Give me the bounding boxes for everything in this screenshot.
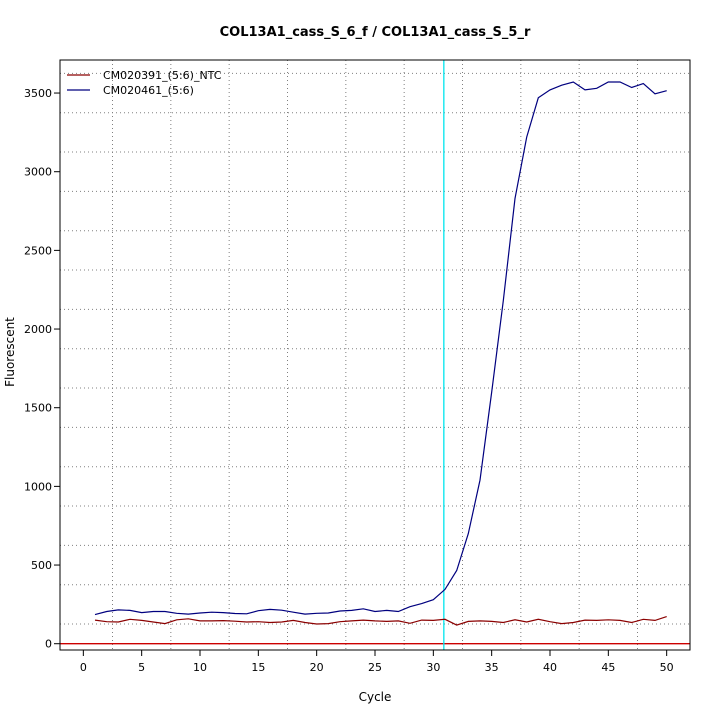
y-tick-label: 2500 xyxy=(24,244,52,257)
x-axis-label: Cycle xyxy=(359,690,392,704)
y-tick-label: 3500 xyxy=(24,87,52,100)
y-tick-label: 1000 xyxy=(24,480,52,493)
x-tick-label: 35 xyxy=(485,661,499,674)
x-tick-label: 0 xyxy=(80,661,87,674)
x-tick-label: 10 xyxy=(193,661,207,674)
x-tick-label: 5 xyxy=(138,661,145,674)
y-tick-label: 500 xyxy=(31,559,52,572)
x-tick-label: 30 xyxy=(426,661,440,674)
x-tick-label: 25 xyxy=(368,661,382,674)
plot-frame xyxy=(59,59,691,651)
x-tick-label: 40 xyxy=(543,661,557,674)
x-tick-label: 15 xyxy=(251,661,265,674)
x-tick-label: 45 xyxy=(601,661,615,674)
x-tick-label: 50 xyxy=(660,661,674,674)
chart-title: COL13A1_cass_S_6_f / COL13A1_cass_S_5_r xyxy=(220,25,531,40)
series-line-1 xyxy=(94,616,667,626)
series-line-2 xyxy=(94,81,667,616)
legend-label-1: CM020391_(5:6)_NTC xyxy=(103,69,222,82)
y-tick-label: 1500 xyxy=(24,402,52,415)
y-tick-label: 3000 xyxy=(24,166,52,179)
y-tick-label: 0 xyxy=(45,638,52,651)
x-axis: 0 5 10 15 20 25 30 35 40 45 50 xyxy=(80,650,674,674)
legend: CM020391_(5:6)_NTC CM020461_(5:6) xyxy=(67,69,222,97)
plot-lines xyxy=(60,60,690,650)
legend-label-2: CM020461_(5:6) xyxy=(103,84,194,97)
y-axis: 0 500 1000 1500 2000 2500 3000 3500 xyxy=(24,87,60,651)
y-axis-label: Fluorescent xyxy=(3,317,17,387)
grid-lines xyxy=(60,60,690,650)
y-tick-label: 2000 xyxy=(24,323,52,336)
x-tick-label: 20 xyxy=(310,661,324,674)
